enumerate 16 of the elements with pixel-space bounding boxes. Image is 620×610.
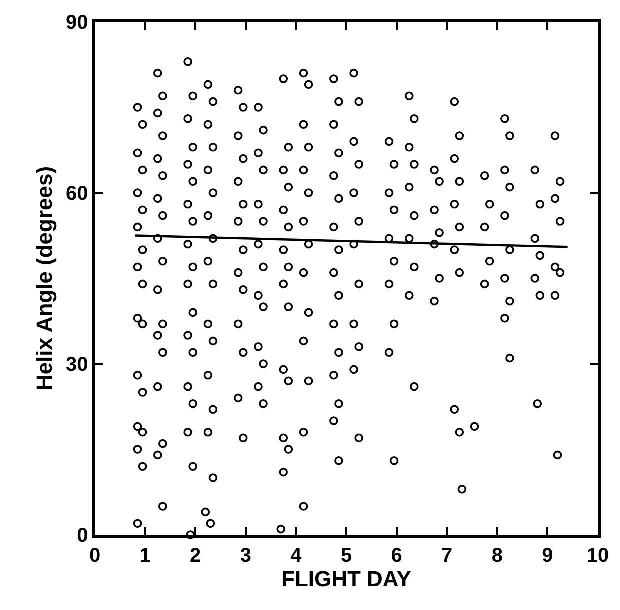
x-tick-label: 8 xyxy=(492,544,503,567)
y-tick-label: 30 xyxy=(66,354,88,376)
x-tick-label: 7 xyxy=(442,544,453,567)
y-tick-label: 90 xyxy=(66,12,88,34)
x-tick-label: 6 xyxy=(391,544,402,567)
y-axis-title: Helix Angle (degrees) xyxy=(32,166,57,391)
x-tick-label: 9 xyxy=(542,544,554,567)
x-tick-label: 10 xyxy=(586,544,610,567)
y-tick-label: 0 xyxy=(77,525,88,547)
x-tick-label: 3 xyxy=(240,544,252,567)
x-tick-label: 2 xyxy=(190,544,202,567)
x-tick-label: 1 xyxy=(140,544,151,567)
y-tick-label: 60 xyxy=(66,183,88,205)
x-axis-title: FLIGHT DAY xyxy=(282,566,412,592)
x-tick-label: 5 xyxy=(340,544,352,567)
x-tick-label: 4 xyxy=(290,544,303,567)
